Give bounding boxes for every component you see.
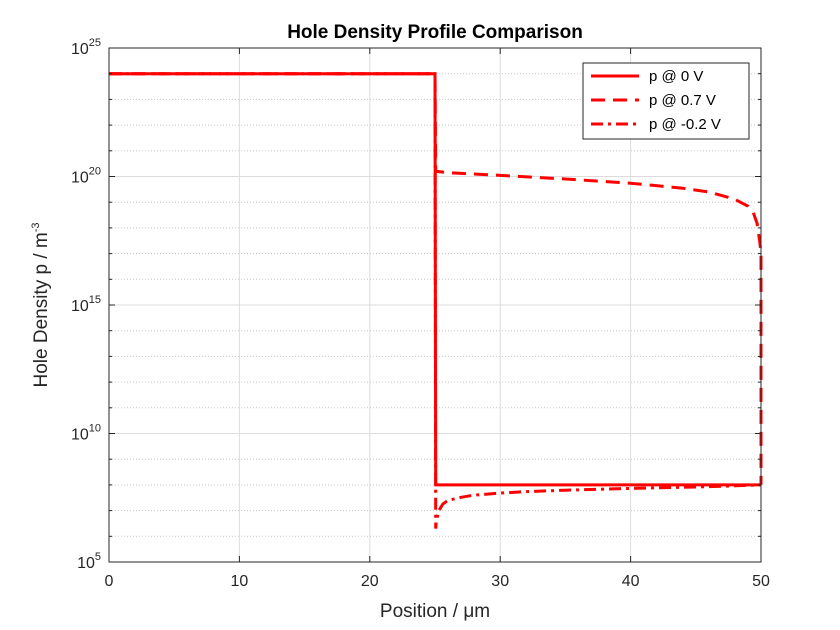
y-tick-label: 1010	[71, 423, 101, 444]
y-axis-label-main: Hole Density p / m	[31, 232, 52, 387]
y-tick-label: 105	[77, 551, 101, 572]
x-tick-label: 50	[752, 573, 770, 590]
legend-entry: p @ 0.7 V	[649, 92, 716, 109]
chart-title: Hole Density Profile Comparison	[287, 22, 583, 43]
y-axis-label: Hole Density p / m-3	[30, 222, 52, 387]
x-tick-label: 30	[491, 573, 509, 590]
series-layer	[109, 72, 763, 529]
x-tick-label: 40	[622, 573, 640, 590]
y-tick-label: 1020	[71, 166, 101, 187]
legend-entry: p @ 0 V	[649, 68, 703, 85]
legend-entry: p @ -0.2 V	[649, 116, 721, 133]
series-line-dashdot	[109, 72, 762, 529]
y-tick-label: 1025	[71, 37, 101, 58]
series-line-solid	[109, 72, 761, 487]
y-axis-label-superscript: -3	[30, 222, 42, 232]
legend: p @ 0 V p @ 0.7 V p @ -0.2 V	[582, 62, 750, 140]
x-axis-label: Position / μm	[380, 601, 490, 622]
series-line-dashed	[109, 72, 763, 485]
x-tick-label: 10	[231, 573, 249, 590]
y-tick-label: 1015	[71, 294, 101, 315]
x-tick-label: 20	[361, 573, 379, 590]
tick-marks	[108, 47, 762, 563]
x-tick-label: 0	[105, 573, 114, 590]
